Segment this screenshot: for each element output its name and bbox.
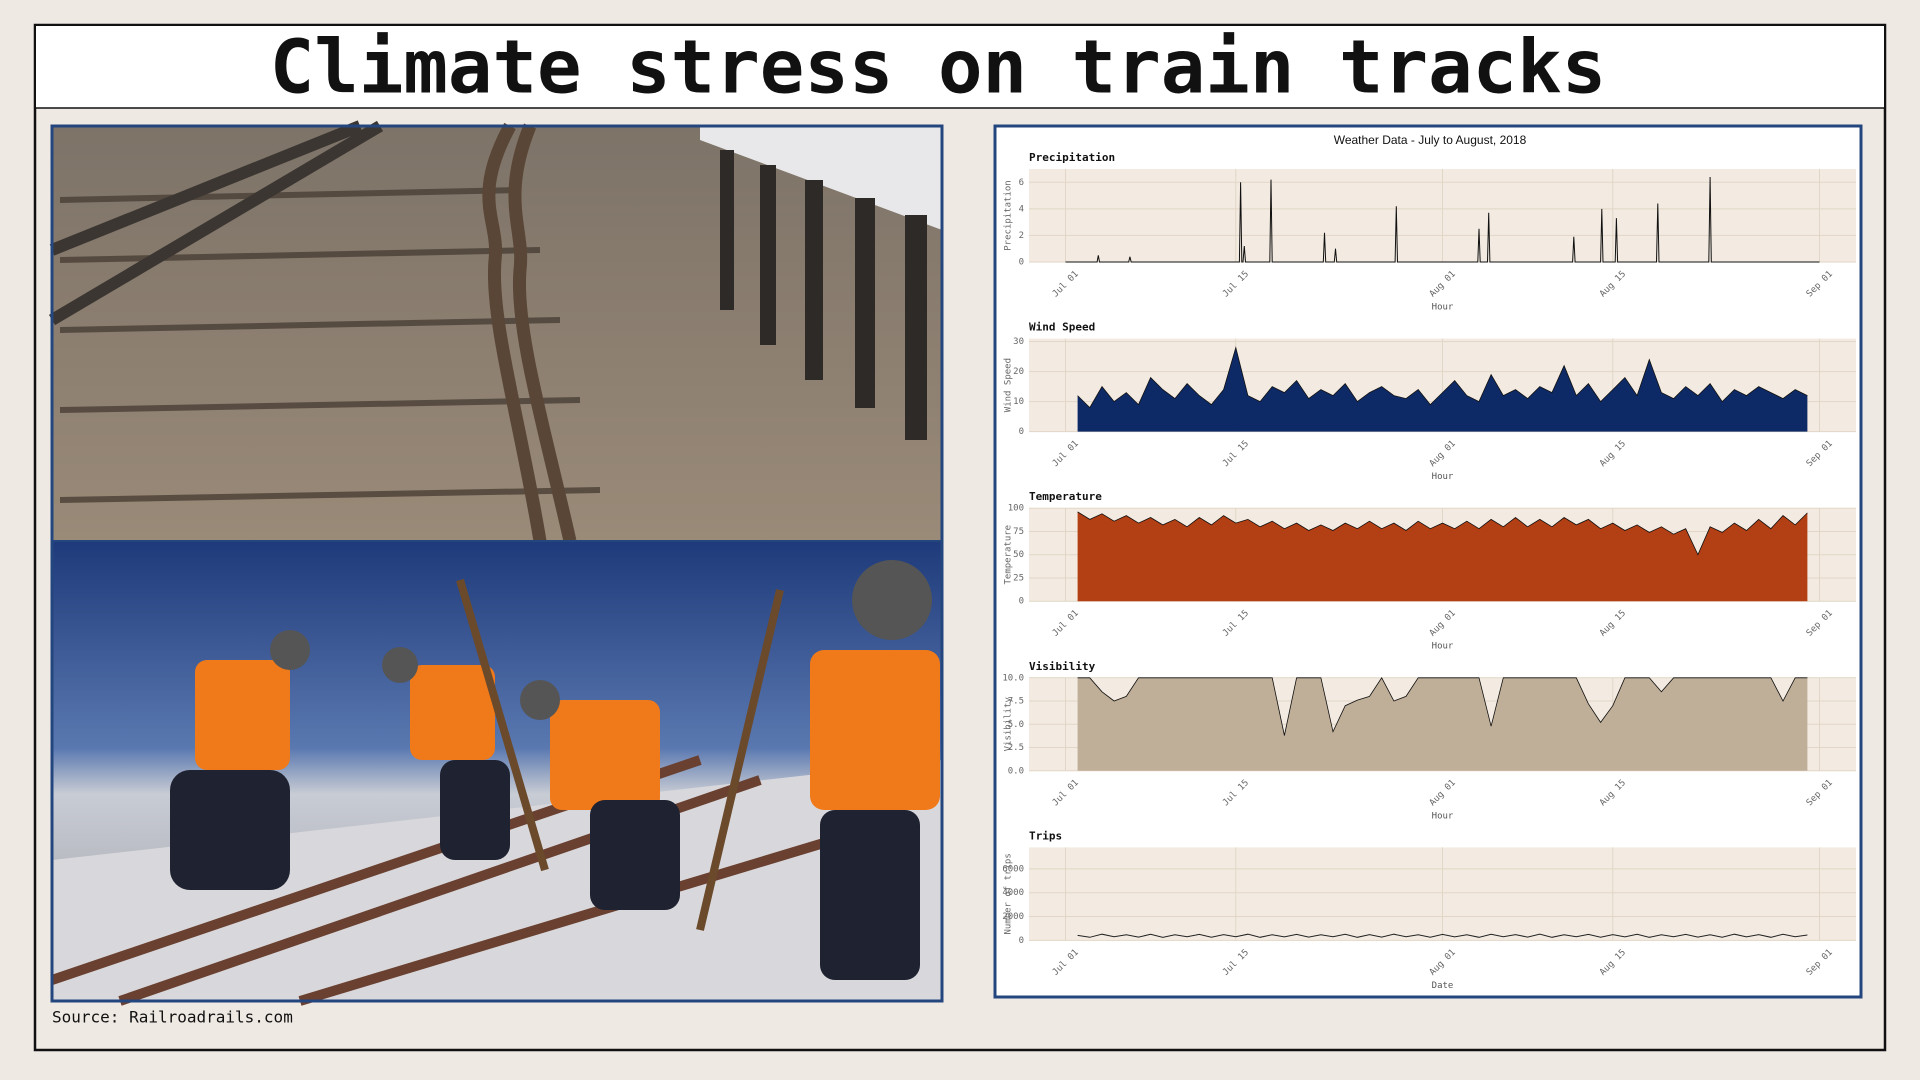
y-tick-label: 5.0 xyxy=(1008,720,1024,730)
y-tick-label: 50 xyxy=(1013,550,1024,560)
y-tick-label: 75 xyxy=(1013,527,1024,537)
y-axis-label: Temperature xyxy=(1004,525,1014,585)
line xyxy=(1077,933,1808,938)
subplot-title: Precipitation xyxy=(1029,151,1115,164)
y-axis-label: Visibility xyxy=(1004,697,1014,752)
y-tick-label: 30 xyxy=(1013,337,1024,347)
photo-vests xyxy=(195,650,940,810)
area-line xyxy=(1077,511,1808,556)
area-fill xyxy=(1077,677,1808,771)
y-tick-label: 6 xyxy=(1019,178,1024,188)
y-axis-label: Wind Speed xyxy=(1004,358,1014,412)
subplot-title: Trips xyxy=(1029,829,1062,842)
y-tick-label: 2.5 xyxy=(1008,743,1024,753)
line xyxy=(1065,176,1820,263)
photo-sleepers xyxy=(59,187,601,503)
x-axis-label: Date xyxy=(1432,981,1454,991)
area-fill xyxy=(1077,511,1808,602)
slide-frame xyxy=(33,23,1887,1052)
area-fill xyxy=(1077,347,1808,432)
x-axis-label: Hour xyxy=(1432,303,1454,313)
y-tick-label: 7.5 xyxy=(1008,697,1024,707)
x-axis-label: Hour xyxy=(1432,642,1454,652)
y-axis-label: Precipitation xyxy=(1004,180,1014,250)
photo-tools xyxy=(456,578,784,931)
photo-fence xyxy=(720,150,927,440)
y-tick-label: 10 xyxy=(1013,397,1024,407)
subplot-title: Wind Speed xyxy=(1029,321,1095,334)
y-tick-label: 4000 xyxy=(1002,888,1024,898)
title-band xyxy=(36,26,1884,108)
area-line xyxy=(1077,677,1808,736)
y-tick-label: 100 xyxy=(1008,504,1024,514)
y-tick-label: 2 xyxy=(1019,231,1024,241)
photo-snow xyxy=(700,126,942,230)
y-tick-label: 20 xyxy=(1013,367,1024,377)
y-tick-label: 0 xyxy=(1019,258,1024,268)
y-axis-label: Number of trips xyxy=(1004,853,1014,934)
y-tick-label: 4 xyxy=(1019,204,1024,214)
photo-buckled-track xyxy=(48,120,942,543)
figure-title: Weather Data - July to August, 2018 xyxy=(1334,133,1527,147)
photo-figures xyxy=(170,760,920,980)
y-tick-label: 0 xyxy=(1019,936,1024,946)
photo-rails-left xyxy=(48,120,384,326)
y-tick-label: 0 xyxy=(1019,597,1024,607)
source-note: Source: Railroadrails.com xyxy=(52,1008,293,1027)
subplot-title: Visibility xyxy=(1029,660,1096,673)
y-tick-label: 6000 xyxy=(1002,864,1024,874)
photo-heads xyxy=(270,560,932,720)
area-line xyxy=(1077,346,1808,409)
subplot-title: Temperature xyxy=(1029,490,1102,503)
y-tick-label: 0 xyxy=(1019,427,1024,437)
photo-buckled-rail xyxy=(482,122,577,543)
y-tick-label: 25 xyxy=(1013,573,1024,583)
y-tick-label: 2000 xyxy=(1002,912,1024,922)
y-tick-label: 0.0 xyxy=(1008,766,1024,776)
x-axis-label: Hour xyxy=(1432,811,1454,821)
y-tick-label: 10.0 xyxy=(1002,673,1024,683)
slide-title: Climate stress on train tracks xyxy=(270,25,1607,111)
x-axis-label: Hour xyxy=(1432,472,1454,482)
photo-border xyxy=(50,124,944,1003)
photo-snow-ground xyxy=(52,760,942,1001)
photo-workers xyxy=(50,541,942,1006)
